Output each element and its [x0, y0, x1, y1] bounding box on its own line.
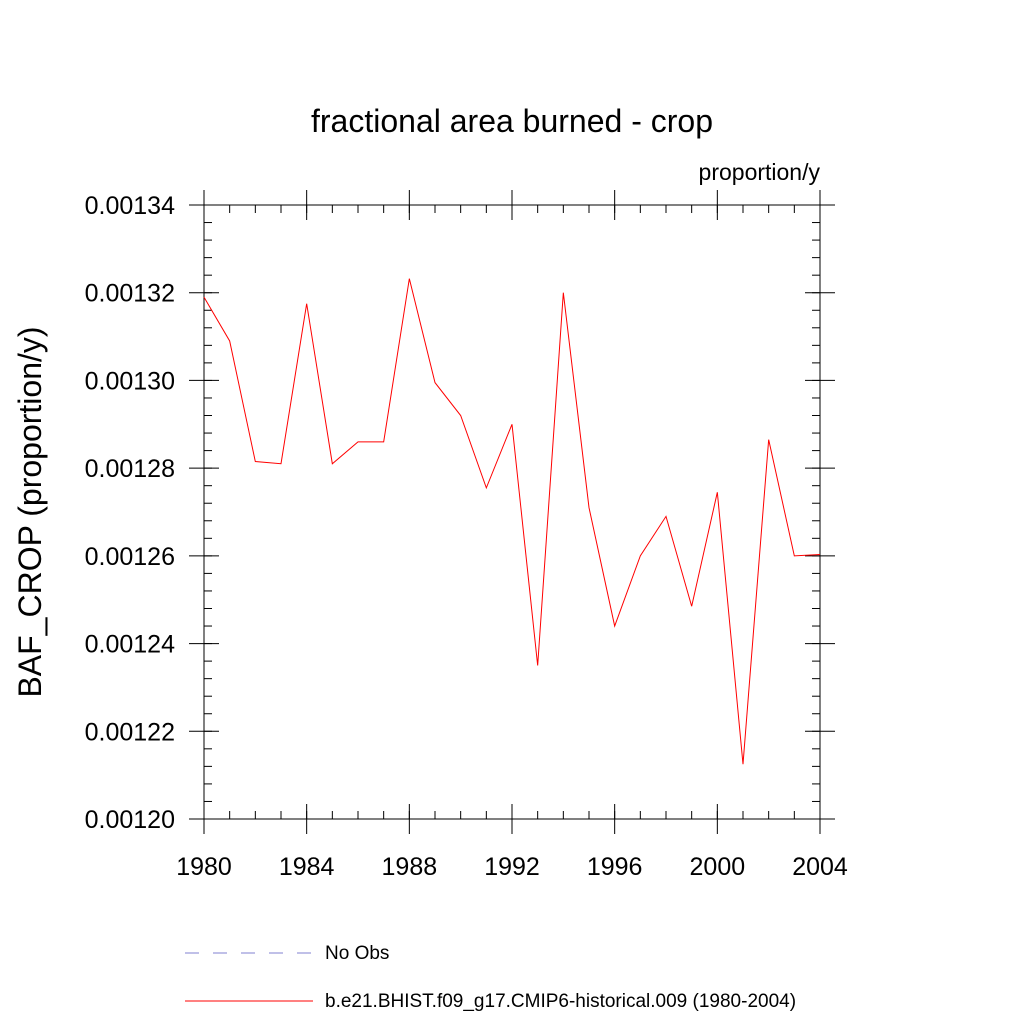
y-tick-label: 0.00120: [85, 806, 175, 834]
x-tick-labels: 1980 1984 1988 1992 1996 2000 2004: [176, 853, 848, 881]
y-tick-labels: 0.00120 0.00122 0.00124 0.00126 0.00128 0.001…: [85, 192, 175, 834]
y-tick-label: 0.00132: [85, 280, 175, 308]
plot-frame: [203, 204, 821, 820]
series-layer: [203, 278, 821, 765]
y-tick-label: 0.00128: [85, 455, 175, 483]
x-tick-label: 1984: [279, 853, 335, 881]
x-tick-label: 1992: [484, 853, 540, 881]
y-tick-label: 0.00130: [85, 367, 175, 395]
y-tick-label: 0.00124: [85, 631, 175, 659]
minor-ticks: [203, 204, 821, 820]
x-tick-label: 2000: [690, 853, 746, 881]
y-axis-label: BAF_CROP (proportion/y): [12, 326, 48, 697]
x-tick-label: 1980: [176, 853, 232, 881]
y-tick-label: 0.00134: [85, 192, 175, 220]
x-tick-label: 2004: [792, 853, 848, 881]
legend-label-no-obs: No Obs: [325, 943, 389, 964]
units-label: proportion/y: [699, 159, 821, 185]
legend-label-model-run: b.e21.BHIST.f09_g17.CMIP6-historical.009…: [325, 991, 796, 1012]
y-tick-label: 0.00122: [85, 718, 175, 746]
major-ticks: [189, 190, 835, 834]
chart-title: fractional area burned - crop: [311, 103, 713, 139]
x-tick-label: 1988: [382, 853, 438, 881]
series-line: [203, 278, 821, 765]
y-tick-label: 0.00126: [85, 543, 175, 571]
legend: No Obs b.e21.BHIST.f09_g17.CMIP6-histori…: [185, 943, 796, 1012]
x-tick-label: 1996: [587, 853, 643, 881]
